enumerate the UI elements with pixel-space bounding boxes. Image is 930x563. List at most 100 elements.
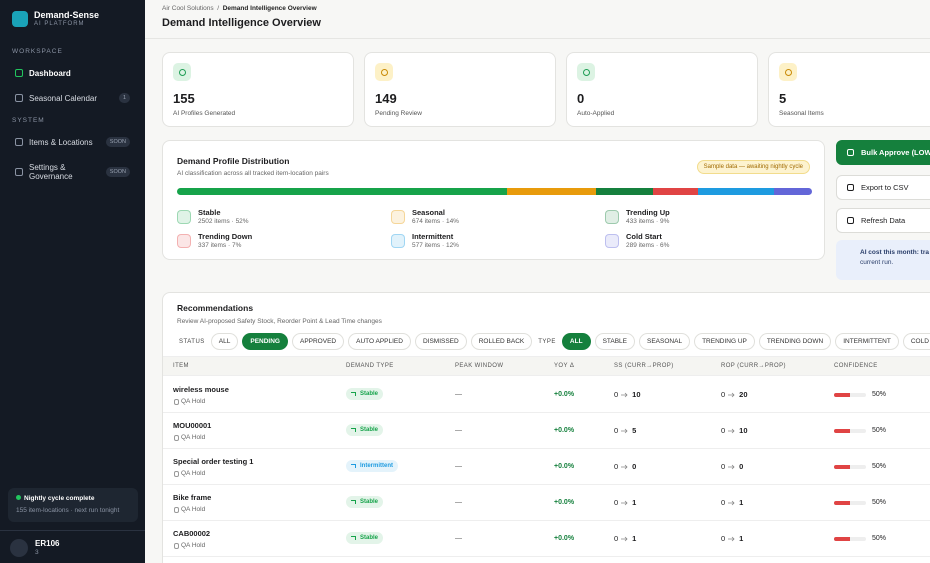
legend-icon — [391, 234, 405, 248]
status-detail: 155 item-locations · next run tonight — [16, 507, 120, 514]
icon — [351, 536, 356, 540]
nav-label: Dashboard — [29, 68, 71, 78]
icon — [351, 464, 356, 468]
icon — [784, 68, 792, 76]
nav-label: Items & Locations — [29, 137, 93, 147]
filter-pill[interactable]: APPROVED — [291, 333, 345, 350]
stat-value: 149 — [375, 91, 397, 106]
nav-item[interactable]: Items & Locations SOON — [8, 132, 136, 152]
legend-item: Cold Start 289 items · 6% — [605, 232, 805, 254]
column-header: ROP (CURR→PROP) — [721, 363, 786, 369]
arrow — [728, 392, 735, 397]
peak-window: — — [455, 499, 462, 506]
type-label: Intermittent — [360, 463, 393, 469]
item-name: MOU00001 — [173, 421, 212, 430]
from-value: 0 — [614, 426, 619, 435]
stat-card: 149 Pending Review — [364, 52, 556, 127]
info-title: AI cost this month: tra — [860, 249, 929, 256]
from-value: 0 — [721, 534, 726, 543]
table-row[interactable]: MOU00001 QA Hold Stable — +0.0% 0 5 0 10 50% — [163, 413, 930, 449]
filter-pill[interactable]: ROLLED BACK — [470, 333, 533, 350]
bar-segment — [507, 188, 597, 195]
stat-card: 155 AI Profiles Generated — [162, 52, 354, 127]
crumb: Demand Intelligence Overview — [222, 5, 317, 12]
to-value: 0 — [739, 462, 744, 471]
filter-pill[interactable]: AUTO APPLIED — [348, 333, 411, 350]
filter-pill[interactable]: ALL — [561, 333, 591, 350]
filter-pill[interactable]: SEASONAL — [639, 333, 691, 350]
legend-icon — [177, 234, 191, 248]
legend-icon — [391, 210, 405, 224]
distribution-card: Demand Profile Distribution AI classifica… — [162, 140, 825, 260]
filter-pill[interactable]: COLD START — [902, 333, 930, 350]
section-title: SYSTEM — [12, 117, 45, 124]
legend-name: Stable — [198, 208, 221, 217]
yoy: +0.0% — [554, 499, 575, 506]
legend-item: Trending Up 433 items · 9% — [605, 208, 805, 230]
recommendations-card: Recommendations Review AI-proposed Safety… — [162, 292, 930, 563]
info-box: AI cost this month: tra current run. — [836, 240, 930, 280]
column-header: ITEM — [173, 363, 189, 369]
filter-pill[interactable]: TRENDING UP — [694, 333, 755, 350]
type-pill: Stable — [346, 388, 384, 400]
filter-pill[interactable]: PENDING — [242, 333, 288, 350]
action-button[interactable]: Refresh Data — [836, 208, 930, 233]
filter-pill[interactable]: ALL — [210, 333, 239, 350]
stat-value: 5 — [779, 91, 787, 106]
nav-item[interactable]: Dashboard — [8, 63, 136, 83]
icon — [847, 149, 854, 156]
type-pill: Intermittent — [346, 460, 398, 472]
table-row[interactable]: Bike frame QA Hold Stable — +0.0% 0 1 0 1 50% — [163, 485, 930, 521]
filter-pill[interactable]: DISMISSED — [414, 333, 467, 350]
crumb[interactable]: Air Cool Solutions — [162, 5, 214, 12]
filter-label: TYPE — [538, 338, 556, 345]
user-name: ER106 — [35, 539, 60, 548]
filter-pill[interactable]: TRENDING DOWN — [758, 333, 832, 350]
filter-pill[interactable]: INTERMITTENT — [835, 333, 899, 350]
item-hold: QA Hold — [173, 434, 206, 441]
divider — [0, 530, 145, 531]
icon — [178, 68, 186, 76]
table-row[interactable]: wireless mouse QA Hold Stable — +0.0% 0 10 0 20 5… — [163, 377, 930, 413]
from-value: 0 — [721, 426, 726, 435]
tagline: AI PLATFORM — [34, 21, 85, 27]
filter-pill[interactable]: STABLE — [594, 333, 636, 350]
nav-item[interactable]: Seasonal Calendar 1 — [8, 88, 136, 108]
legend-name: Cold Start — [626, 232, 662, 241]
status-box: Nightly cycle complete 155 item-locations… — [8, 488, 138, 522]
table-row[interactable]: Special order testing 1 QA Hold Intermitte… — [163, 449, 930, 485]
nav-label: Seasonal Calendar — [29, 93, 98, 103]
stat-label: Pending Review — [375, 110, 422, 117]
icon — [351, 428, 356, 432]
divider — [145, 38, 930, 39]
nav-item[interactable]: Settings & Governance SOON — [8, 157, 136, 187]
peak-window: — — [455, 535, 462, 542]
type-pill: Stable — [346, 532, 384, 544]
arrow — [728, 500, 735, 505]
from-value: 0 — [614, 390, 619, 399]
legend-detail: 337 items · 7% — [198, 242, 242, 249]
to-value: 5 — [632, 426, 637, 435]
legend-detail: 577 items · 12% — [412, 242, 459, 249]
type-label: Stable — [360, 535, 379, 541]
to-value: 0 — [632, 462, 637, 471]
type-label: Stable — [360, 499, 379, 505]
action-button[interactable]: Export to CSV — [836, 175, 930, 200]
distribution-bar — [177, 188, 812, 195]
card-subtitle: Review AI-proposed Safety Stock, Reorder… — [177, 318, 382, 325]
nav-badge: SOON — [105, 137, 130, 147]
bar-segment — [697, 188, 774, 195]
nav-icon — [15, 94, 23, 102]
confidence-label: 50% — [872, 427, 887, 434]
stat-card: 0 Auto-Applied — [566, 52, 758, 127]
table-row[interactable]: CAB00002 QA Hold Stable — +0.0% 0 1 0 1 50% — [163, 521, 930, 557]
status-title: Nightly cycle complete — [16, 495, 130, 502]
column-header: SS (CURR→PROP) — [614, 363, 674, 369]
confidence-bar — [834, 429, 866, 433]
to-value: 1 — [632, 534, 637, 543]
type-pill: Stable — [346, 424, 384, 436]
icon — [351, 500, 356, 504]
stat-icon — [577, 63, 595, 81]
action-button[interactable]: Bulk Approve (LOW — [836, 140, 930, 165]
